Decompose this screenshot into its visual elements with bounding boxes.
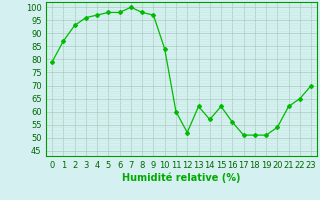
X-axis label: Humidité relative (%): Humidité relative (%) bbox=[122, 173, 241, 183]
